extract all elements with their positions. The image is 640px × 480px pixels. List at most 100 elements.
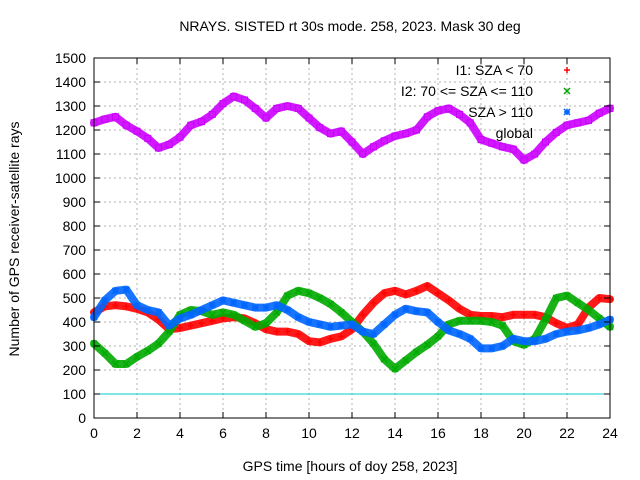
data-point xyxy=(144,134,152,142)
data-point xyxy=(359,150,367,158)
data-point xyxy=(133,353,141,361)
data-point xyxy=(584,324,593,332)
data-point xyxy=(176,314,184,322)
data-point xyxy=(498,342,507,350)
x-tick-label: 16 xyxy=(430,425,446,441)
data-point xyxy=(466,335,474,343)
data-point xyxy=(499,143,506,151)
data-point xyxy=(154,308,163,316)
data-point xyxy=(488,344,496,352)
data-point xyxy=(251,323,259,331)
data-point xyxy=(488,318,496,326)
y-tick-label: 1500 xyxy=(55,50,86,66)
data-point xyxy=(391,365,399,373)
data-point xyxy=(563,292,571,300)
data-point xyxy=(111,287,120,295)
data-point xyxy=(316,339,323,346)
y-tick-label: 1000 xyxy=(55,170,86,186)
data-point xyxy=(456,110,463,118)
y-tick-label: 1200 xyxy=(55,122,86,138)
data-point xyxy=(122,286,130,294)
data-point xyxy=(123,303,130,310)
data-point xyxy=(305,289,313,297)
legend: I1: SZA < 70 I2: 70 <= SZA <= 110 SZA > 11… xyxy=(401,62,571,141)
data-point xyxy=(466,317,474,325)
data-point xyxy=(520,337,528,345)
y-tick-label: 100 xyxy=(63,386,87,402)
data-point xyxy=(112,113,119,121)
x-tick-label: 18 xyxy=(473,425,489,441)
data-point xyxy=(251,104,259,112)
data-point xyxy=(380,355,388,363)
data-point xyxy=(412,348,421,356)
data-point xyxy=(435,290,441,297)
data-point xyxy=(552,330,560,338)
data-point xyxy=(262,114,270,122)
data-point xyxy=(326,300,335,308)
data-point xyxy=(455,330,464,338)
data-point xyxy=(359,328,367,336)
data-point xyxy=(101,115,109,123)
data-point xyxy=(531,150,539,158)
data-point xyxy=(348,138,356,146)
data-point xyxy=(541,316,550,324)
data-point xyxy=(499,314,506,321)
data-point xyxy=(402,291,409,298)
data-point xyxy=(208,110,216,118)
y-tick-label: 200 xyxy=(63,362,87,378)
data-point xyxy=(477,136,485,144)
data-point xyxy=(177,325,183,331)
data-point xyxy=(198,320,205,327)
data-point xyxy=(284,328,291,335)
data-point xyxy=(144,347,152,355)
data-point xyxy=(101,349,109,357)
data-point xyxy=(521,311,527,318)
data-point xyxy=(434,107,442,115)
y-tick-label: 0 xyxy=(78,410,86,426)
data-point xyxy=(316,294,324,302)
y-tick-label: 600 xyxy=(63,266,87,282)
data-point xyxy=(262,319,270,327)
y-tick-label: 800 xyxy=(63,218,87,234)
data-point xyxy=(553,320,560,327)
data-point xyxy=(402,130,410,138)
y-tick-label: 500 xyxy=(63,290,87,306)
legend-label: global xyxy=(496,125,533,141)
chart-title: NRAYS. SISTED rt 30s mode. 258, 2023. Ma… xyxy=(179,18,520,34)
data-point xyxy=(370,143,377,151)
y-axis-title: Number of GPS receiver-satellite rays xyxy=(6,122,22,357)
data-point xyxy=(219,100,227,108)
data-point xyxy=(531,311,538,318)
data-point xyxy=(273,328,280,335)
y-tick-label: 1100 xyxy=(56,146,86,162)
data-point xyxy=(327,130,334,138)
data-point xyxy=(251,304,259,312)
data-point xyxy=(541,335,550,343)
x-tick-label: 6 xyxy=(219,425,227,441)
y-tick-label: 300 xyxy=(63,338,87,354)
data-point xyxy=(187,121,195,129)
data-point xyxy=(338,333,345,340)
x-tick-label: 4 xyxy=(176,425,184,441)
data-point xyxy=(370,299,377,306)
x-tick-label: 22 xyxy=(559,425,575,441)
data-point xyxy=(477,317,485,325)
data-point xyxy=(326,323,335,331)
data-point xyxy=(240,301,249,309)
data-point xyxy=(187,322,194,329)
data-point xyxy=(316,124,324,132)
legend-label: I2: 70 <= SZA <= 110 xyxy=(401,83,533,99)
data-point xyxy=(219,308,227,316)
data-point xyxy=(165,140,173,148)
data-point xyxy=(295,331,302,337)
data-point xyxy=(477,344,485,352)
data-point xyxy=(230,92,238,100)
data-point xyxy=(198,118,205,126)
x-axis-title: GPS time [hours of doy 258, 2023] xyxy=(243,458,458,474)
x-tick-label: 20 xyxy=(516,425,532,441)
data-point xyxy=(209,317,216,324)
data-point xyxy=(305,318,313,326)
data-point xyxy=(230,299,238,307)
data-point xyxy=(359,311,366,318)
